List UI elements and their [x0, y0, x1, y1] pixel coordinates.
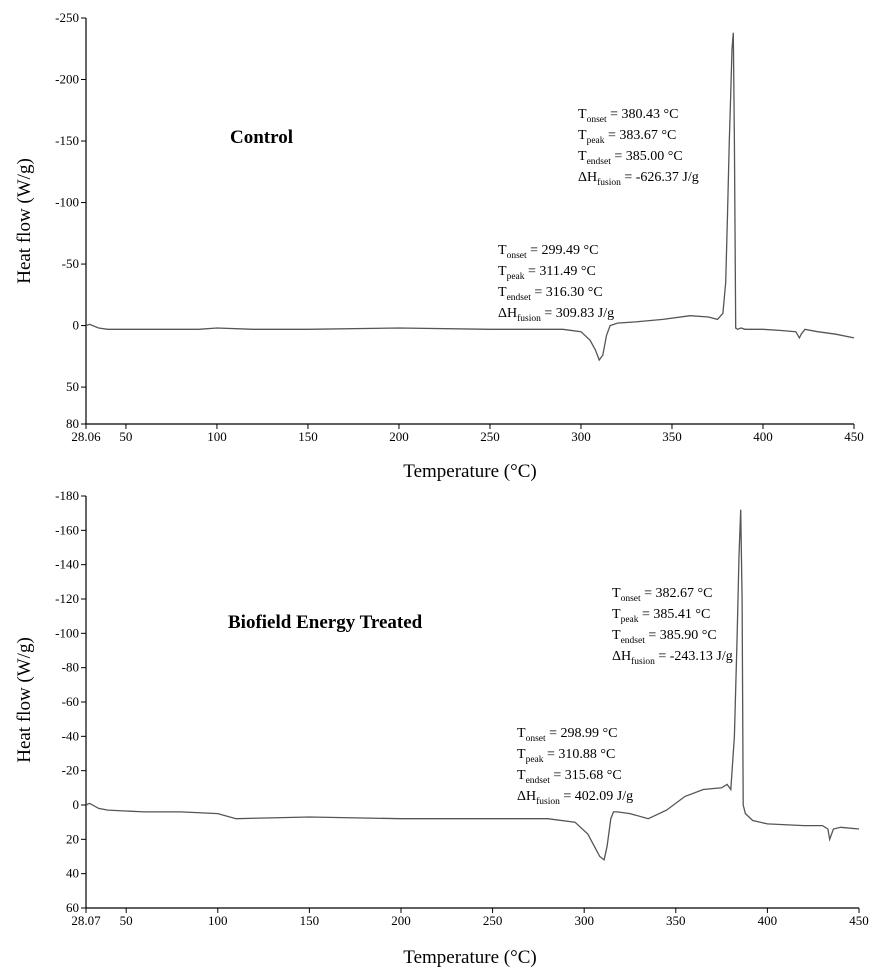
annotation-line: Tendset = 385.00 °C — [578, 149, 683, 167]
y-tick-label: 0 — [73, 797, 80, 812]
annotation-line: Tpeak = 310.88 °C — [517, 747, 615, 765]
y-tick-label: -140 — [55, 557, 79, 572]
x-tick-label: 50 — [120, 913, 133, 928]
x-ticks: 28.06 50 100 150 200 250 300 350 400 450 — [71, 424, 864, 444]
y-axis-label: Heat flow (W/g) — [14, 158, 35, 284]
x-tick-label: 150 — [300, 913, 320, 928]
x-tick-label: 300 — [574, 913, 594, 928]
peak-annotation-endotherm: Tonset = 382.67 °C Tpeak = 385.41 °C Tends… — [612, 586, 733, 667]
y-tick-label: 80 — [66, 416, 79, 431]
y-ticks: -180 -160 -140 -120 -100 -80 -60 -40 -20 0 20 40 60 — [55, 488, 86, 915]
y-tick-label: -20 — [62, 763, 79, 778]
annotation-line: Tpeak = 385.41 °C — [612, 607, 710, 625]
y-tick-label: 40 — [66, 866, 79, 881]
annotation-line: Tonset = 380.43 °C — [578, 107, 678, 125]
y-tick-label: 60 — [66, 900, 79, 915]
x-tick-label: 250 — [480, 429, 500, 444]
y-tick-label: 50 — [66, 379, 79, 394]
x-tick-label: 200 — [391, 913, 411, 928]
y-tick-label: -100 — [55, 195, 79, 210]
x-tick-label: 400 — [758, 913, 778, 928]
y-tick-label: 20 — [66, 831, 79, 846]
annotation-line: Tonset = 298.99 °C — [517, 726, 617, 744]
chart-title: Control — [230, 127, 293, 148]
y-tick-label: -250 — [55, 10, 79, 25]
annotation-line: ΔHfusion = -626.37 J/g — [578, 170, 699, 188]
annotation-line: Tendset = 315.68 °C — [517, 768, 622, 786]
peak-annotation-exotherm: Tonset = 299.49 °C Tpeak = 311.49 °C Tends… — [498, 243, 614, 324]
y-axis-label: Heat flow (W/g) — [14, 637, 35, 763]
x-tick-label: 400 — [753, 429, 773, 444]
x-tick-label: 150 — [298, 429, 318, 444]
y-tick-label: -80 — [62, 660, 79, 675]
y-tick-label: -200 — [55, 72, 79, 87]
y-tick-label: -40 — [62, 728, 79, 743]
annotation-line: Tonset = 299.49 °C — [498, 243, 598, 261]
y-tick-label: -60 — [62, 694, 79, 709]
x-ticks: 28.07 50 100 150 200 250 300 350 400 450 — [71, 908, 869, 928]
x-tick-label: 200 — [389, 429, 409, 444]
peak-annotation-exotherm: Tonset = 298.99 °C Tpeak = 310.88 °C Tends… — [517, 726, 633, 807]
peak-annotation-endotherm: Tonset = 380.43 °C Tpeak = 383.67 °C Tends… — [578, 107, 699, 188]
y-tick-label: 0 — [73, 318, 80, 333]
annotation-line: Tendset = 385.90 °C — [612, 628, 717, 646]
annotation-line: ΔHfusion = 402.09 J/g — [517, 789, 633, 807]
y-tick-label: -180 — [55, 488, 79, 503]
y-ticks: -250 -200 -150 -100 -50 0 50 80 — [55, 10, 86, 431]
x-axis-label: Temperature (°C) — [403, 947, 536, 968]
x-tick-label: 100 — [207, 429, 227, 444]
annotation-line: Tonset = 382.67 °C — [612, 586, 712, 604]
annotation-line: Tpeak = 383.67 °C — [578, 128, 676, 146]
annotation-line: Tendset = 316.30 °C — [498, 285, 603, 303]
x-tick-label: 450 — [849, 913, 869, 928]
x-tick-label: 50 — [119, 429, 132, 444]
x-tick-label: 250 — [483, 913, 503, 928]
y-tick-label: -160 — [55, 522, 79, 537]
x-axis-label: Temperature (°C) — [403, 461, 536, 482]
y-tick-label: -120 — [55, 591, 79, 606]
x-tick-label: 350 — [666, 913, 686, 928]
x-tick-label: 300 — [571, 429, 591, 444]
annotation-line: ΔHfusion = 309.83 J/g — [498, 306, 614, 324]
y-tick-label: -100 — [55, 625, 79, 640]
x-tick-label: 28.06 — [71, 429, 101, 444]
annotation-line: ΔHfusion = -243.13 J/g — [612, 649, 733, 667]
y-tick-label: -150 — [55, 133, 79, 148]
treated-chart-panel: -180-160-140-120-100-80-60-40-200204060 … — [14, 488, 869, 968]
annotation-line: Tpeak = 311.49 °C — [498, 264, 596, 282]
chart-title: Biofield Energy Treated — [228, 612, 423, 633]
y-tick-label: -50 — [62, 256, 79, 271]
control-dsc-curve — [85, 32, 855, 362]
x-tick-label: 450 — [844, 429, 864, 444]
x-tick-label: 350 — [662, 429, 682, 444]
treated-dsc-curve — [85, 509, 860, 862]
control-chart-panel: -250 -200 -150 -100 -50 0 50 80 28.06 50 100 150 20… — [14, 10, 864, 482]
x-tick-label: 100 — [208, 913, 228, 928]
x-tick-label: 28.07 — [71, 913, 101, 928]
